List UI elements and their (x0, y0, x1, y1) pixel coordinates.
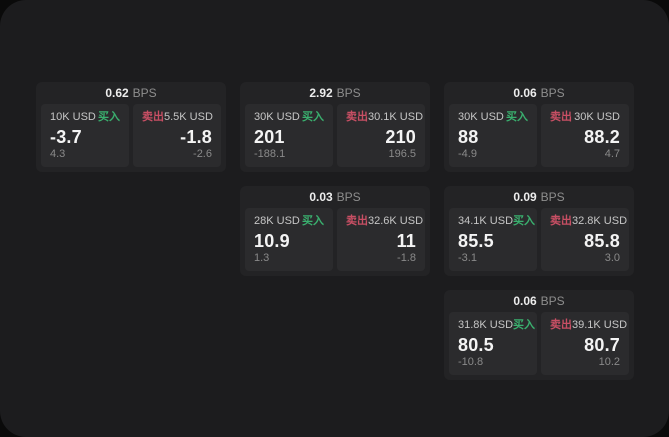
sell-change: 10.2 (598, 356, 620, 368)
sell-amount: 39.1K USD (572, 319, 628, 331)
card-body: 34.1K USD 买入 85.5 -3.1 卖出 32.8K USD 85.8… (444, 208, 634, 276)
buy-price: 10.9 (254, 231, 290, 251)
buy-change: 1.3 (254, 252, 270, 264)
sell-amount: 5.5K USD (164, 111, 213, 123)
quote-card-3: 0.03 BPS 28K USD 买入 10.9 1.3 卖出 (240, 186, 430, 276)
sell-panel[interactable]: 卖出 32.6K USD 11 -1.8 (337, 208, 425, 271)
sell-amount: 30.1K USD (368, 111, 424, 123)
bps-value: 0.62 (105, 86, 129, 100)
buy-amount: 30K USD (458, 111, 504, 123)
buy-amount: 31.8K USD (458, 319, 514, 331)
sell-tag: 卖出 (142, 111, 164, 123)
buy-panel[interactable]: 30K USD 买入 201 -188.1 (245, 104, 333, 167)
card-body: 30K USD 买入 88 -4.9 卖出 30K USD 88.2 4.7 (444, 104, 634, 172)
buy-tag: 买入 (302, 111, 324, 123)
buy-price: 80.5 (458, 335, 494, 355)
bps-unit-label: BPS (540, 190, 565, 204)
buy-price: 88 (458, 127, 479, 147)
buy-change: 4.3 (50, 148, 66, 160)
card-header: 0.03 BPS (240, 186, 430, 208)
quote-card-4: 0.09 BPS 34.1K USD 买入 85.5 -3.1 卖出 (444, 186, 634, 276)
sell-tag: 卖出 (346, 215, 368, 227)
buy-price: 85.5 (458, 231, 494, 251)
card-header: 0.62 BPS (36, 82, 226, 104)
buy-panel[interactable]: 34.1K USD 买入 85.5 -3.1 (449, 208, 537, 271)
sell-panel[interactable]: 卖出 30.1K USD 210 196.5 (337, 104, 425, 167)
sell-tag: 卖出 (550, 319, 572, 331)
card-header: 0.09 BPS (444, 186, 634, 208)
buy-price: 201 (254, 127, 285, 147)
quote-card-1: 2.92 BPS 30K USD 买入 201 -188.1 卖出 (240, 82, 430, 172)
bps-value: 0.09 (513, 190, 537, 204)
card-header: 2.92 BPS (240, 82, 430, 104)
sell-price: -1.8 (180, 127, 212, 147)
sell-tag: 卖出 (550, 111, 572, 123)
buy-tag: 买入 (513, 215, 536, 227)
sell-amount: 32.6K USD (368, 215, 424, 227)
buy-amount: 30K USD (254, 111, 300, 123)
bps-value: 0.03 (309, 190, 333, 204)
buy-price: -3.7 (50, 127, 82, 147)
quote-card-2: 0.06 BPS 30K USD 买入 88 -4.9 卖出 (444, 82, 634, 172)
sell-change: -2.6 (193, 148, 212, 160)
sell-price: 80.7 (584, 335, 620, 355)
buy-tag: 买入 (506, 111, 528, 123)
buy-panel[interactable]: 30K USD 买入 88 -4.9 (449, 104, 537, 167)
card-body: 30K USD 买入 201 -188.1 卖出 30.1K USD 210 1… (240, 104, 430, 172)
buy-tag: 买入 (513, 319, 536, 331)
buy-panel[interactable]: 10K USD 买入 -3.7 4.3 (41, 104, 129, 167)
bps-unit-label: BPS (540, 86, 565, 100)
sell-amount: 30K USD (574, 111, 620, 123)
bps-value: 0.06 (513, 294, 537, 308)
sell-price: 210 (385, 127, 416, 147)
buy-panel[interactable]: 28K USD 买入 10.9 1.3 (245, 208, 333, 271)
bps-unit-label: BPS (336, 190, 361, 204)
bps-value: 2.92 (309, 86, 333, 100)
card-body: 10K USD 买入 -3.7 4.3 卖出 5.5K USD -1.8 -2.… (36, 104, 226, 172)
buy-amount: 34.1K USD (458, 215, 514, 227)
sell-price: 88.2 (584, 127, 620, 147)
sell-change: 196.5 (388, 148, 416, 160)
sell-tag: 卖出 (346, 111, 368, 123)
card-header: 0.06 BPS (444, 82, 634, 104)
buy-change: -3.1 (458, 252, 477, 264)
bps-unit-label: BPS (132, 86, 157, 100)
sell-panel[interactable]: 卖出 39.1K USD 80.7 10.2 (541, 312, 629, 375)
sell-price: 11 (396, 231, 416, 251)
sell-panel[interactable]: 卖出 5.5K USD -1.8 -2.6 (133, 104, 221, 167)
quote-cards-grid: 0.62 BPS 10K USD 买入 -3.7 4.3 卖出 (36, 82, 634, 380)
card-header: 0.06 BPS (444, 290, 634, 312)
sell-change: -1.8 (397, 252, 416, 264)
card-body: 31.8K USD 买入 80.5 -10.8 卖出 39.1K USD 80.… (444, 312, 634, 380)
sell-change: 3.0 (604, 252, 620, 264)
sell-tag: 卖出 (550, 215, 572, 227)
bps-unit-label: BPS (540, 294, 565, 308)
buy-change: -10.8 (458, 356, 484, 368)
buy-change: -188.1 (254, 148, 286, 160)
sell-panel[interactable]: 卖出 32.8K USD 85.8 3.0 (541, 208, 629, 271)
buy-amount: 10K USD (50, 111, 96, 123)
bps-unit-label: BPS (336, 86, 361, 100)
buy-tag: 买入 (98, 111, 120, 123)
buy-amount: 28K USD (254, 215, 300, 227)
bps-value: 0.06 (513, 86, 537, 100)
buy-change: -4.9 (458, 148, 477, 160)
buy-panel[interactable]: 31.8K USD 买入 80.5 -10.8 (449, 312, 537, 375)
buy-tag: 买入 (302, 215, 324, 227)
quote-card-5: 0.06 BPS 31.8K USD 买入 80.5 -10.8 卖 (444, 290, 634, 380)
sell-price: 85.8 (584, 231, 620, 251)
quote-card-0: 0.62 BPS 10K USD 买入 -3.7 4.3 卖出 (36, 82, 226, 172)
sell-change: 4.7 (604, 148, 620, 160)
sell-amount: 32.8K USD (572, 215, 628, 227)
card-body: 28K USD 买入 10.9 1.3 卖出 32.6K USD 11 -1.8 (240, 208, 430, 276)
sell-panel[interactable]: 卖出 30K USD 88.2 4.7 (541, 104, 629, 167)
